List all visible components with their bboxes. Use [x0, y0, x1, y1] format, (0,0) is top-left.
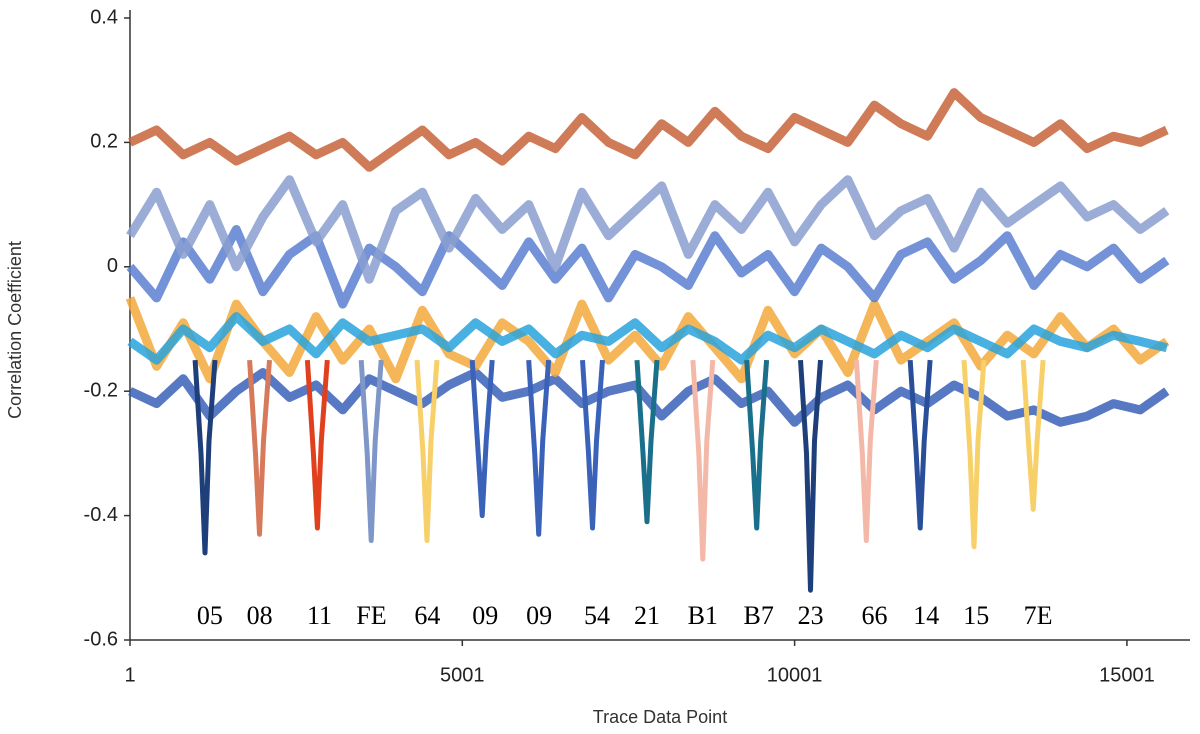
spike-line	[358, 359, 384, 543]
series-line	[126, 225, 1170, 309]
byte-annotation: 21	[634, 601, 660, 630]
series-line	[128, 88, 1169, 172]
x-axis-title: Trace Data Point	[593, 707, 727, 727]
byte-annotation: 09	[526, 601, 552, 630]
spike-line	[798, 359, 823, 593]
byte-annotation: FE	[356, 601, 386, 630]
spike-line	[469, 359, 495, 519]
byte-annotation: 7E	[1024, 601, 1053, 630]
spike-line	[907, 359, 933, 531]
y-tick-label: 0	[107, 255, 118, 277]
spike-line	[634, 359, 660, 525]
series-line	[128, 368, 1170, 427]
x-tick-label: 15001	[1099, 664, 1155, 686]
byte-annotation: 08	[247, 601, 273, 630]
spike-line	[304, 359, 330, 531]
byte-annotation: 23	[798, 601, 824, 630]
spike-line	[192, 359, 218, 556]
series-line	[127, 312, 1168, 365]
x-tick-label: 1	[124, 664, 135, 686]
spike-line	[744, 359, 770, 531]
x-tick-label: 10001	[767, 664, 823, 686]
y-tick-label: -0.4	[84, 504, 118, 526]
y-tick-label: -0.2	[84, 379, 118, 401]
byte-annotation: 14	[913, 601, 939, 630]
spike-line	[414, 359, 440, 543]
spike-line	[853, 359, 879, 543]
byte-annotation: 11	[307, 601, 332, 630]
x-tick-label: 5001	[440, 664, 485, 686]
y-tick-label: 0.4	[90, 6, 118, 28]
y-tick-label: 0.2	[90, 131, 118, 153]
spike-line	[580, 359, 605, 531]
spike-line	[690, 359, 716, 562]
byte-annotation: B1	[688, 601, 718, 630]
byte-annotation: 64	[414, 601, 440, 630]
y-tick-label: -0.6	[84, 628, 118, 650]
byte-annotation: 09	[472, 601, 498, 630]
byte-annotation: 15	[963, 601, 989, 630]
y-axis-title: Correlation Coefficient	[5, 241, 25, 419]
byte-annotation: B7	[743, 601, 773, 630]
byte-annotation: 05	[197, 601, 223, 630]
spike-line	[526, 359, 552, 537]
series-line	[126, 175, 1170, 284]
spike-line	[961, 359, 987, 550]
byte-annotation: 54	[584, 601, 610, 630]
spike-line	[247, 359, 272, 537]
byte-annotation: 66	[861, 601, 887, 630]
spike-line	[1020, 359, 1046, 512]
